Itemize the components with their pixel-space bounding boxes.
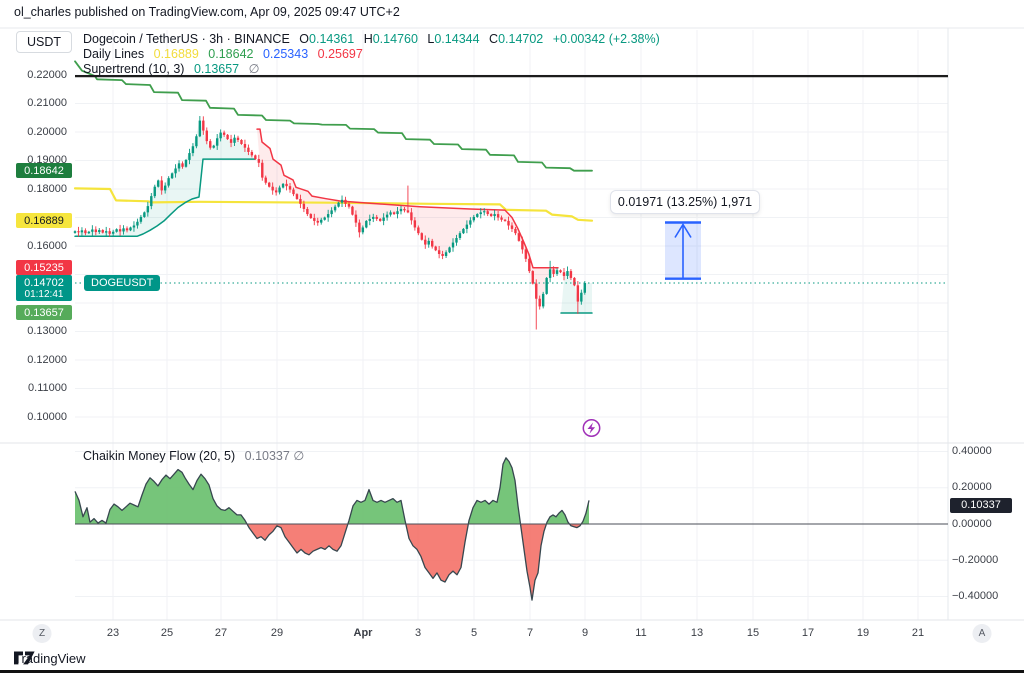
cmf-area-positive bbox=[75, 457, 589, 524]
lightning-icon bbox=[587, 422, 596, 434]
daily-lines-label: Daily Lines bbox=[83, 47, 145, 61]
price-tick-label: 0.21000 bbox=[27, 97, 67, 109]
symbol-title: Dogecoin / TetherUS · 3h · BINANCE bbox=[83, 32, 290, 46]
supertrend-line-up[interactable] bbox=[74, 158, 256, 238]
published-line: ol_charles published on TradingView.com,… bbox=[14, 5, 400, 19]
time-tick-label: 9 bbox=[581, 627, 589, 639]
time-tick-label: 25 bbox=[160, 627, 174, 639]
time-axis[interactable]: Z 23 25 27 29 Apr 3 5 7 9 11 13 15 17 19 21 A bbox=[0, 621, 1024, 649]
price-tick-label: 0.13000 bbox=[27, 325, 67, 337]
time-tick-label: 7 bbox=[526, 627, 534, 639]
time-tick-label: 21 bbox=[911, 627, 925, 639]
cmf-value-badge: 0.10337 bbox=[950, 497, 1012, 513]
time-tick-label: 15 bbox=[746, 627, 760, 639]
time-tick-label: 27 bbox=[214, 627, 228, 639]
price-tick-label: 0.22000 bbox=[27, 68, 67, 81]
cmf-line bbox=[74, 457, 590, 601]
empty-values-icon: ∅ bbox=[293, 449, 305, 463]
daily-line-green[interactable] bbox=[74, 60, 593, 172]
daily-blue-value: 0.25343 bbox=[262, 47, 309, 61]
time-tick-label: 5 bbox=[470, 627, 478, 639]
ohlc-low: L0.14344 bbox=[427, 32, 480, 46]
daily-green-value: 0.18642 bbox=[208, 47, 254, 61]
price-tick-label: 0.10000 bbox=[27, 410, 67, 423]
cmf-title: Chaikin Money Flow (20, 5) bbox=[83, 449, 236, 463]
price-tick-label: 0.11000 bbox=[28, 382, 67, 394]
candles bbox=[73, 116, 586, 330]
time-tick-label: 17 bbox=[801, 627, 815, 639]
cmf-area-negative bbox=[75, 524, 589, 601]
supertrend-value: 0.13657 bbox=[193, 62, 240, 76]
cmf-tick-label: −0.20000 bbox=[952, 553, 999, 566]
price-axis-badge: 0.18642 bbox=[16, 163, 72, 179]
daily-lines-legend-row[interactable]: Daily Lines 0.16889 0.18642 0.25343 0.25… bbox=[83, 47, 666, 62]
axis-button-a[interactable]: A bbox=[972, 624, 992, 643]
cmf-tick-label: 0.40000 bbox=[952, 445, 992, 457]
axis-button-z[interactable]: Z bbox=[32, 624, 52, 643]
supertrend-fill-up bbox=[561, 271, 592, 313]
cmf-tick-label: 0.00000 bbox=[952, 517, 992, 530]
tradingview-footer[interactable]: TradingView bbox=[14, 651, 86, 666]
time-tick-label: 3 bbox=[414, 627, 422, 639]
ohlc-high: H0.14760 bbox=[363, 32, 418, 46]
supertrend-legend-row[interactable]: Supertrend (10, 3) 0.13657 ∅ bbox=[83, 62, 666, 77]
cmf-value: 0.10337 bbox=[244, 449, 290, 463]
measure-tooltip: 0.01971 (13.25%) 1,971 bbox=[610, 190, 760, 214]
symbol-legend-row[interactable]: Dogecoin / TetherUS · 3h · BINANCE O0.14… bbox=[83, 32, 666, 47]
symbol-price-tag[interactable]: DOGEUSDT bbox=[84, 275, 161, 291]
price-tick-label: 0.12000 bbox=[27, 353, 67, 366]
cmf-legend[interactable]: Chaikin Money Flow (20, 5) 0.10337 ∅ bbox=[83, 448, 304, 463]
time-tick-label: Apr bbox=[353, 627, 373, 639]
bottom-border bbox=[0, 670, 1024, 673]
price-axis-badge: 0.13657 bbox=[16, 305, 72, 321]
time-tick-label: 11 bbox=[635, 627, 647, 639]
cmf-tick-label: −0.40000 bbox=[952, 590, 999, 602]
published-header: ol_charles published on TradingView.com,… bbox=[14, 5, 400, 19]
price-tick-label: 0.19000 bbox=[27, 154, 67, 166]
ohlc-close: C0.14702 bbox=[489, 32, 544, 46]
price-axis-badge: 0.14702 01:12:41 bbox=[16, 275, 72, 302]
daily-line-yellow[interactable] bbox=[73, 187, 594, 222]
time-tick-label: 19 bbox=[856, 627, 870, 639]
price-tick-label: 0.20000 bbox=[27, 125, 67, 138]
price-tick-label: 0.18000 bbox=[27, 182, 67, 195]
chart-legend: Dogecoin / TetherUS · 3h · BINANCE O0.14… bbox=[83, 32, 666, 77]
price-axis[interactable]: 0.22000 0.21000 0.20000 0.19000 0.18000 0.160… bbox=[0, 0, 72, 676]
currency-badge[interactable]: USDT bbox=[16, 31, 73, 53]
time-tick-label: 29 bbox=[270, 627, 284, 639]
supertrend-fill-down bbox=[257, 129, 558, 307]
supertrend-label: Supertrend (10, 3) bbox=[83, 62, 185, 76]
cmf-axis[interactable]: 0.40000 0.20000 0.00000 −0.20000 −0.40000 0.1… bbox=[948, 0, 1024, 676]
empty-values-icon: ∅ bbox=[248, 62, 260, 76]
price-axis-badge: 0.15235 bbox=[16, 260, 72, 276]
time-tick-label: 23 bbox=[106, 627, 120, 639]
price-tick-label: 0.16000 bbox=[27, 239, 67, 252]
daily-yellow-value: 0.16889 bbox=[153, 47, 199, 61]
tradingview-logo-icon bbox=[14, 651, 35, 665]
change-value: +0.00342 (+2.38%) bbox=[552, 32, 660, 46]
time-tick-label: 13 bbox=[690, 627, 704, 639]
price-axis-badge: 0.16889 bbox=[16, 213, 72, 229]
cmf-tick-label: 0.20000 bbox=[952, 481, 992, 494]
daily-red-value: 0.25697 bbox=[317, 47, 363, 61]
ohlc-open: O0.14361 bbox=[299, 32, 355, 46]
